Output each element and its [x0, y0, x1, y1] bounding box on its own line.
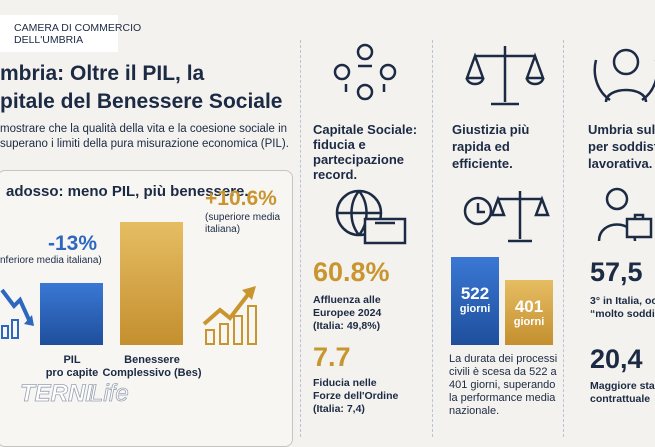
logo-box — [0, 15, 118, 52]
stat-text: (Italia: 7,4) — [313, 403, 365, 415]
stat-value: 57,5 — [590, 257, 643, 287]
column-title: rapida ed — [452, 139, 510, 154]
page: {"logo":{"lines":["CAMERA DI COMMERCIO",… — [0, 15, 655, 447]
title: mbria: Oltre il PIL, la — [0, 62, 205, 85]
icon-scales — [465, 46, 545, 106]
column-title: lavorativa. — [588, 156, 653, 171]
column-title: efficiente. — [452, 156, 513, 171]
stat-text: (Italia: 49,8%) — [313, 320, 381, 332]
watermark: TERNI — [20, 380, 93, 407]
watermark: Life — [90, 380, 129, 407]
stat-text: “molto soddis — [590, 308, 655, 320]
column-title: Umbria sul — [588, 122, 655, 137]
body-text: 401 giorni, superando — [449, 379, 556, 391]
icon-up — [202, 286, 257, 345]
column-title: per soddisf — [588, 139, 655, 154]
stat-text: Fiducia nelle — [313, 377, 377, 389]
subtitle: superano i limiti della pura misurazione… — [0, 138, 289, 150]
stat-text: Forze dell'Ordine — [313, 390, 399, 402]
bar-401 — [505, 280, 553, 345]
icon-vote — [335, 189, 407, 245]
stat-note: italiana) — [205, 224, 241, 235]
stat-value: 60.8% — [313, 257, 390, 287]
bar-bes — [120, 222, 183, 345]
stat-text: Europee 2024 — [313, 307, 382, 319]
logo-text: DELL'UMBRIA — [14, 34, 84, 46]
stat-note: (superiore media — [205, 212, 281, 223]
separator — [300, 40, 301, 437]
bar-label: PIL — [63, 354, 81, 366]
column-title: fiducia e — [313, 137, 366, 152]
stat-text: Maggiore stal — [590, 380, 655, 392]
stat-text: 3° in Italia, occ — [590, 295, 655, 307]
bar-pil — [40, 283, 103, 345]
body-text: civili è scesa da 522 a — [449, 366, 557, 378]
stat-value: +10.6% — [205, 187, 277, 210]
column-title: record. — [313, 167, 358, 182]
body-text: La durata dei processi — [449, 353, 558, 365]
column-title: partecipazione — [313, 152, 405, 167]
stat-value: 20,4 — [590, 344, 643, 374]
bar-value: 401 — [514, 297, 544, 316]
subtitle: mostrare che la qualità della vita e la … — [0, 123, 288, 135]
icon-people — [333, 43, 397, 101]
icon-award — [593, 48, 655, 103]
stat-text: Affluenza alle — [313, 294, 381, 306]
icon-worker — [597, 187, 653, 242]
separator — [563, 40, 564, 437]
body-text: la performance media — [449, 392, 556, 404]
bar-label: Complessivo (Bes) — [102, 367, 202, 379]
bar-label: Benessere — [124, 354, 180, 366]
separator — [432, 40, 433, 437]
icon-clock-scales — [463, 191, 550, 243]
icon-down — [0, 288, 34, 339]
body-text: nazionale. — [449, 405, 500, 417]
column-title: Capitale Sociale: — [313, 122, 418, 137]
logo-text: CAMERA DI COMMERCIO — [14, 22, 142, 34]
bar-value: 522 — [460, 284, 490, 303]
stat-value: -13% — [48, 232, 98, 255]
bar-label: pro capite — [45, 367, 99, 379]
stat-value: 7.7 — [313, 342, 351, 372]
bar-unit: giorni — [459, 303, 491, 315]
panel-heading: adosso: meno PIL, più benessere. — [6, 183, 249, 200]
column-title: Giustizia più — [452, 122, 530, 137]
bar-522 — [451, 257, 499, 345]
title: pitale del Benessere Sociale — [0, 90, 283, 113]
bar-unit: giorni — [513, 316, 545, 328]
stat-note: nferiore media italiana) — [0, 255, 102, 266]
stat-text: contrattuale — [590, 393, 651, 405]
